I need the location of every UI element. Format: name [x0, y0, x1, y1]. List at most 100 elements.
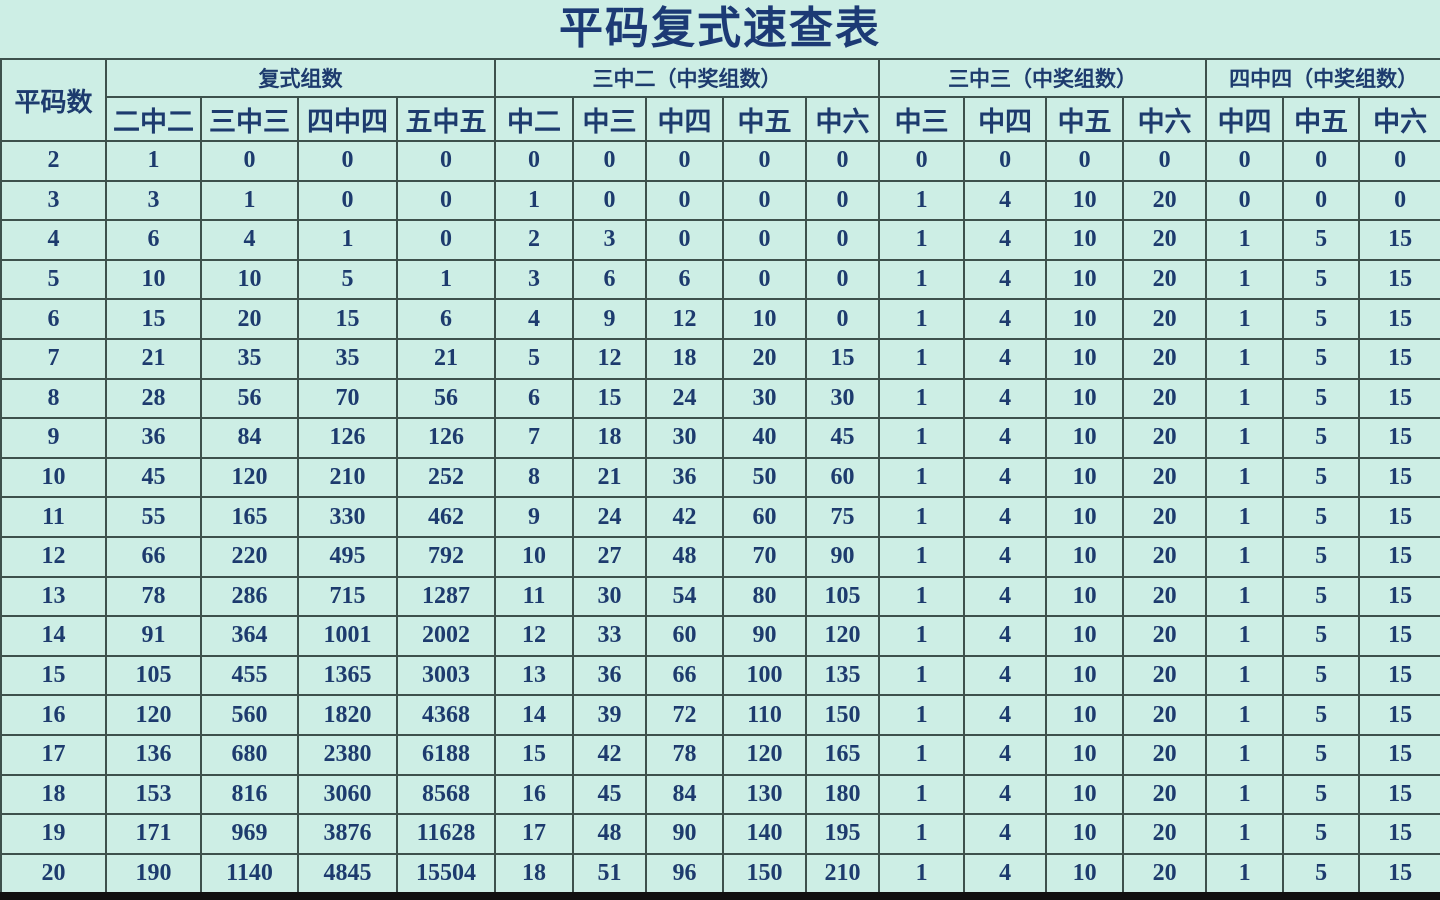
cell: 5 — [1282, 417, 1361, 459]
cell: 4 — [963, 337, 1048, 380]
cell: 18 — [494, 852, 574, 895]
cell: 11628 — [396, 813, 496, 855]
table-row: 19 171 969 3876 11628 17 48 90 140 195 1 4 10 20 1 5 15 — [0, 813, 1440, 855]
cell: 10 — [1045, 219, 1125, 261]
cell: 126 — [297, 417, 398, 459]
table-row: 4 6 4 1 0 2 3 0 0 0 1 4 10 20 1 5 15 — [0, 219, 1440, 261]
page-title: 平码复式速查表 — [559, 4, 881, 53]
cell: 10 — [1045, 337, 1125, 380]
cell: 15 — [1358, 852, 1440, 895]
cell: 4845 — [297, 852, 398, 895]
cell: 10 — [1045, 179, 1125, 222]
cell: 21 — [105, 337, 202, 380]
cell: 220 — [200, 535, 299, 578]
column-header-2-1: 中四 — [963, 96, 1048, 142]
cell: 3 — [494, 258, 574, 301]
cell: 5 — [1282, 258, 1361, 301]
cell: 6 — [396, 298, 496, 340]
cell: 5 — [1282, 733, 1361, 776]
cell: 1 — [878, 773, 966, 816]
cell: 10 — [200, 258, 299, 301]
cell: 4 — [494, 298, 574, 340]
table-row: 5 10 10 5 1 3 6 6 0 0 1 4 10 20 1 5 15 — [0, 258, 1440, 301]
cell: 11 — [494, 575, 574, 618]
table-body: 2 1 0 0 0 0 0 0 0 0 0 0 0 0 0 0 0 3 3 1 0 0 1 0 0 0 0 1 4 10 20 0 0 0 4 6 4 1… — [0, 140, 1440, 895]
row-label: 14 — [0, 615, 107, 657]
cell: 20 — [1122, 377, 1208, 420]
group-header-1: 三中二（中奖组数） — [493, 58, 881, 98]
cell: 110 — [722, 694, 807, 736]
cell: 1287 — [396, 575, 496, 618]
cell: 15 — [297, 298, 398, 340]
cell: 150 — [722, 852, 807, 895]
table-row: 7 21 35 35 21 5 12 18 20 15 1 4 10 20 1 5 15 — [0, 337, 1440, 380]
cell: 0 — [572, 140, 647, 182]
cell: 78 — [645, 733, 724, 776]
cell: 20 — [200, 298, 299, 340]
cell: 4 — [963, 654, 1048, 697]
cell: 0 — [297, 179, 398, 222]
cell: 20 — [1122, 417, 1208, 459]
cell: 10 — [1045, 496, 1125, 538]
column-header-3-2: 中六 — [1358, 96, 1440, 142]
cell: 1 — [878, 694, 966, 736]
cell: 4 — [963, 852, 1048, 895]
row-label: 4 — [0, 219, 107, 261]
cell: 0 — [297, 140, 398, 182]
cell: 190 — [105, 852, 202, 895]
cell: 14 — [494, 694, 574, 736]
cell: 792 — [396, 535, 496, 578]
cell: 1 — [878, 535, 966, 578]
cell: 4 — [963, 575, 1048, 618]
cell: 1 — [1205, 298, 1285, 340]
cell: 0 — [200, 140, 299, 182]
cell: 20 — [1122, 852, 1208, 895]
cell: 4 — [963, 456, 1048, 499]
cell: 1 — [878, 496, 966, 538]
cell: 5 — [494, 337, 574, 380]
cell: 35 — [200, 337, 299, 380]
row-label: 19 — [0, 813, 107, 855]
cell: 1 — [1205, 456, 1285, 499]
cell: 45 — [804, 417, 881, 459]
cell: 75 — [804, 496, 881, 538]
cell: 5 — [1282, 496, 1361, 538]
cell: 15 — [105, 298, 202, 340]
cell: 20 — [1122, 258, 1208, 301]
cell: 90 — [722, 615, 807, 657]
cell: 6 — [645, 258, 724, 301]
cell: 8568 — [396, 773, 496, 816]
table-row: 10 45 120 210 252 8 21 36 50 60 1 4 10 20 1 5 15 — [0, 456, 1440, 499]
cell: 330 — [297, 496, 398, 538]
column-header-1-3: 中五 — [722, 96, 807, 142]
cell: 72 — [645, 694, 724, 736]
cell: 0 — [645, 179, 724, 222]
cell: 1 — [1205, 694, 1285, 736]
table-row: 16 120 560 1820 4368 14 39 72 110 150 1 4 10 20 1 5 15 — [0, 694, 1440, 736]
cell: 1 — [878, 654, 966, 697]
cell: 15 — [1358, 694, 1440, 736]
cell: 18 — [572, 417, 647, 459]
cell: 4 — [963, 535, 1048, 578]
cell: 24 — [572, 496, 647, 538]
cell: 15 — [1358, 654, 1440, 697]
cell: 20 — [1122, 179, 1208, 222]
cell: 10 — [1045, 615, 1125, 657]
cell: 20 — [1122, 535, 1208, 578]
row-label: 16 — [0, 694, 107, 736]
cell: 1 — [878, 258, 966, 301]
cell: 5 — [1282, 694, 1361, 736]
cell: 4 — [963, 179, 1048, 222]
cell: 15 — [1358, 456, 1440, 499]
cell: 1 — [878, 852, 966, 895]
cell: 0 — [645, 140, 724, 182]
cell: 10 — [1045, 852, 1125, 895]
cell: 180 — [804, 773, 881, 816]
cell: 80 — [722, 575, 807, 618]
cell: 171 — [105, 813, 202, 855]
cell: 10 — [494, 535, 574, 578]
cell: 30 — [722, 377, 807, 420]
cell: 1001 — [297, 615, 398, 657]
